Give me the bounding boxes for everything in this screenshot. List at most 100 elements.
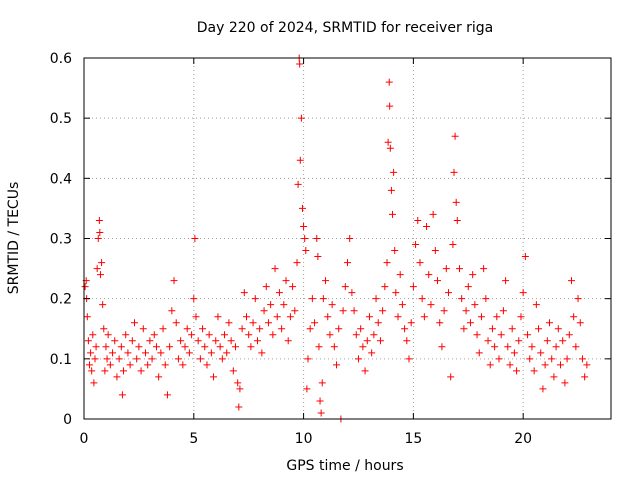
data-point	[188, 331, 196, 339]
data-point	[201, 343, 209, 351]
data-point	[425, 271, 433, 279]
data-point	[528, 343, 536, 351]
data-point	[552, 343, 560, 351]
data-point	[429, 210, 437, 218]
x-tick-label: 5	[189, 431, 198, 447]
data-point	[118, 391, 126, 399]
data-point	[155, 373, 163, 381]
data-point	[92, 343, 100, 351]
data-point	[225, 319, 233, 327]
data-point	[385, 78, 393, 86]
data-point	[532, 301, 540, 309]
data-point	[440, 307, 448, 315]
data-point	[451, 132, 459, 140]
data-point	[486, 361, 494, 369]
data-point	[218, 355, 226, 363]
data-point	[583, 361, 591, 369]
data-point	[298, 204, 306, 212]
data-point	[449, 241, 457, 249]
data-point	[91, 355, 99, 363]
data-point	[556, 361, 564, 369]
data-point	[159, 325, 167, 333]
data-point	[245, 331, 253, 339]
data-point	[185, 349, 193, 357]
data-point	[391, 247, 399, 255]
data-point	[98, 259, 106, 267]
data-point	[236, 385, 244, 393]
data-point	[249, 319, 257, 327]
data-point	[234, 379, 242, 387]
data-point	[214, 313, 222, 321]
data-point	[316, 397, 324, 405]
data-point	[491, 343, 499, 351]
data-point	[133, 355, 141, 363]
data-point	[262, 283, 270, 291]
data-point	[269, 331, 277, 339]
data-point	[563, 355, 571, 363]
data-point	[515, 337, 523, 345]
data-point	[328, 301, 336, 309]
data-point	[271, 265, 279, 273]
data-point	[357, 325, 365, 333]
data-point	[319, 295, 327, 303]
data-point	[93, 265, 101, 273]
data-point	[348, 289, 356, 297]
data-point	[374, 319, 382, 327]
data-point	[344, 259, 351, 267]
data-point	[137, 367, 145, 375]
y-tick-label: 0.4	[50, 171, 72, 187]
data-point	[311, 319, 319, 327]
data-point	[146, 337, 154, 345]
data-point	[326, 331, 334, 339]
data-point	[361, 367, 369, 375]
data-point	[561, 379, 569, 387]
data-point	[543, 337, 551, 345]
data-point	[275, 289, 283, 297]
data-point	[286, 313, 294, 321]
data-point	[482, 295, 490, 303]
y-tick-label: 0.1	[50, 352, 72, 368]
data-point	[434, 277, 442, 285]
data-point	[207, 349, 215, 357]
chart-title: Day 220 of 2024, SRMTID for receiver rig…	[197, 20, 494, 36]
data-point	[526, 355, 534, 363]
data-point	[567, 277, 575, 285]
data-point	[317, 409, 325, 417]
data-point	[192, 313, 200, 321]
data-point	[502, 277, 510, 285]
data-point	[464, 283, 472, 291]
data-point	[139, 325, 147, 333]
data-point	[81, 283, 89, 291]
data-point	[131, 319, 139, 327]
data-point	[416, 259, 424, 267]
data-point	[335, 325, 343, 333]
y-tick-label: 0	[63, 412, 72, 428]
data-point	[256, 325, 264, 333]
data-point	[302, 247, 310, 255]
data-point	[333, 361, 341, 369]
data-point	[191, 235, 199, 242]
data-point	[383, 259, 391, 267]
data-point	[401, 325, 409, 333]
data-point	[396, 271, 404, 279]
data-point	[473, 331, 481, 339]
data-point	[386, 144, 394, 152]
data-point	[458, 295, 466, 303]
data-point	[179, 361, 187, 369]
y-tick-label: 0.5	[50, 111, 72, 127]
data-point	[423, 222, 431, 230]
data-point	[172, 319, 180, 327]
data-point	[576, 319, 584, 327]
data-point	[87, 349, 95, 357]
data-points	[81, 54, 591, 423]
data-point	[99, 301, 107, 309]
data-point	[427, 301, 435, 309]
data-point	[308, 295, 316, 303]
data-point	[144, 361, 152, 369]
data-point	[170, 277, 178, 285]
data-point	[216, 343, 224, 351]
data-point	[102, 343, 110, 351]
data-point	[177, 337, 185, 345]
data-point	[471, 301, 479, 309]
data-point	[190, 295, 198, 303]
